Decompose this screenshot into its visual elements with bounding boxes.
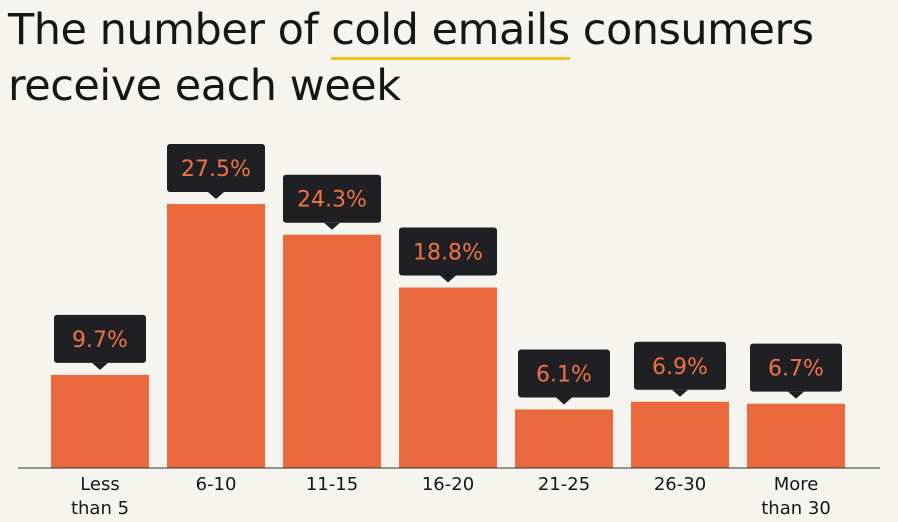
x-tick-label-line: than 30 bbox=[761, 498, 831, 519]
bar-1 bbox=[167, 204, 265, 468]
bar-6 bbox=[747, 403, 845, 468]
value-label-text: 6.1% bbox=[536, 362, 592, 387]
x-tick-label-line: 6-10 bbox=[196, 474, 237, 495]
value-label-text: 9.7% bbox=[72, 328, 128, 353]
value-label-text: 6.7% bbox=[768, 357, 824, 382]
value-label-pointer bbox=[324, 222, 340, 230]
x-tick-label-line: 26-30 bbox=[654, 474, 706, 495]
value-label-box bbox=[750, 343, 842, 392]
bars-group bbox=[51, 204, 845, 468]
x-tick-label-line: More bbox=[774, 474, 819, 495]
value-label-6: 6.7% bbox=[750, 343, 842, 399]
bar-0 bbox=[51, 374, 149, 468]
value-label-2: 24.3% bbox=[283, 174, 381, 230]
value-label-box bbox=[399, 227, 497, 276]
value-label-pointer bbox=[556, 397, 572, 405]
value-label-3: 18.8% bbox=[399, 227, 497, 283]
value-label-box bbox=[518, 349, 610, 398]
x-tick-label-line: 11-15 bbox=[306, 474, 358, 495]
value-label-text: 6.9% bbox=[652, 355, 708, 380]
x-tick-label-line: 21-25 bbox=[538, 474, 590, 495]
value-label-4: 6.1% bbox=[518, 349, 610, 405]
x-tick-label-2: 11-15 bbox=[306, 474, 358, 495]
bar-2 bbox=[283, 234, 381, 468]
title-text-before: The number of bbox=[8, 5, 319, 55]
value-labels-group: 9.7% 27.5% 24.3% 18.8% 6.1% 6.9% 6.7% bbox=[54, 144, 842, 405]
chart-title: The number of cold emails consumers rece… bbox=[8, 2, 814, 114]
title-highlight: cold emails bbox=[331, 2, 570, 60]
value-label-box bbox=[54, 314, 146, 363]
value-label-box bbox=[283, 174, 381, 223]
x-tick-label-line: than 5 bbox=[71, 498, 129, 519]
x-tick-label-line: Less bbox=[80, 474, 120, 495]
bar-4 bbox=[515, 409, 613, 468]
x-tick-label-1: 6-10 bbox=[196, 474, 237, 495]
x-tick-label-5: 26-30 bbox=[654, 474, 706, 495]
bar-5 bbox=[631, 401, 729, 468]
value-label-0: 9.7% bbox=[54, 314, 146, 370]
x-tick-label-4: 21-25 bbox=[538, 474, 590, 495]
value-label-pointer bbox=[208, 192, 224, 199]
bar-3 bbox=[399, 287, 497, 468]
value-label-pointer bbox=[92, 362, 108, 370]
value-label-pointer bbox=[440, 275, 456, 283]
x-tick-label-3: 16-20 bbox=[422, 474, 474, 495]
value-label-5: 6.9% bbox=[634, 341, 726, 397]
value-label-box bbox=[167, 144, 265, 192]
x-tick-label-line: 16-20 bbox=[422, 474, 474, 495]
x-tick-label-6: More than 30 bbox=[761, 474, 831, 519]
value-label-box bbox=[634, 341, 726, 390]
title-text-after: consumers bbox=[582, 5, 814, 55]
x-tick-label-0: Less than 5 bbox=[71, 474, 129, 519]
value-label-text: 18.8% bbox=[413, 241, 483, 266]
title-line-1: The number of cold emails consumers bbox=[8, 2, 814, 60]
value-label-pointer bbox=[672, 389, 688, 397]
value-label-pointer bbox=[788, 391, 804, 399]
value-label-text: 24.3% bbox=[297, 188, 367, 213]
title-line-2: receive each week bbox=[8, 61, 401, 111]
value-label-text: 27.5% bbox=[181, 157, 251, 182]
x-tick-labels-group: Less than 5 6-10 11-15 16-20 21-25 26-30 More th… bbox=[71, 474, 831, 519]
value-label-1: 27.5% bbox=[167, 144, 265, 199]
